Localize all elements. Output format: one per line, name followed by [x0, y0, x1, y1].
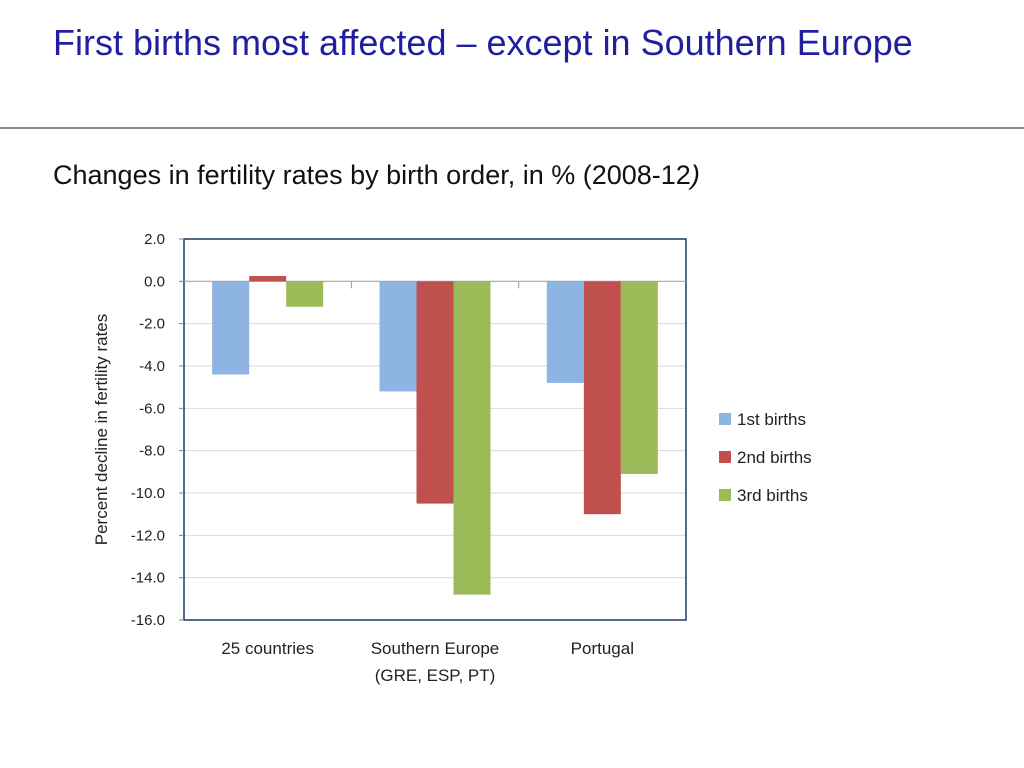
y-tick-label: -8.0 — [139, 443, 165, 460]
legend-swatch — [719, 489, 731, 501]
slide-title: First births most affected – except in S… — [53, 22, 913, 63]
y-tick-label: -6.0 — [139, 400, 165, 417]
subtitle-text: Changes in fertility rates by birth orde… — [53, 160, 691, 190]
y-tick-label: -16.0 — [131, 612, 165, 629]
x-category-label: Portugal — [571, 639, 634, 658]
legend-swatch — [719, 451, 731, 463]
x-category-label: (GRE, ESP, PT) — [375, 666, 496, 685]
bar-2nd-births — [416, 281, 454, 504]
y-axis-title: Percent decline in fertility rates — [92, 314, 111, 546]
title-divider — [0, 127, 1024, 129]
plot-frame — [183, 238, 687, 621]
subtitle-paren: ) — [690, 160, 700, 190]
bar-1st-births — [212, 281, 250, 375]
bar-2nd-births — [249, 276, 287, 282]
legend-swatch — [719, 413, 731, 425]
y-tick-label: 0.0 — [144, 273, 165, 290]
y-tick-label: -2.0 — [139, 316, 165, 333]
bar-3rd-births — [620, 281, 658, 474]
bar-3rd-births — [453, 281, 491, 595]
y-tick-label: -4.0 — [139, 358, 165, 375]
bar-3rd-births — [286, 281, 324, 307]
x-category-label: Southern Europe — [371, 639, 500, 658]
chart-subtitle: Changes in fertility rates by birth orde… — [53, 160, 700, 191]
x-category-label: 25 countries — [221, 639, 314, 658]
bar-2nd-births — [583, 281, 621, 515]
legend-label: 2nd births — [737, 448, 812, 467]
y-tick-label: -12.0 — [131, 527, 165, 544]
y-tick-label: 2.0 — [144, 231, 165, 248]
legend-label: 1st births — [737, 410, 806, 429]
bar-1st-births — [546, 281, 584, 383]
y-tick-label: -10.0 — [131, 485, 165, 502]
y-tick-label: -14.0 — [131, 570, 165, 587]
bar-1st-births — [379, 281, 417, 392]
legend-label: 3rd births — [737, 486, 808, 505]
